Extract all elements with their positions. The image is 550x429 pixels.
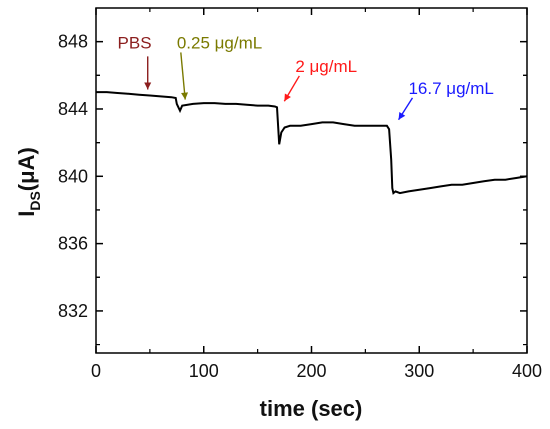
- annotation-arrowhead: [181, 92, 189, 100]
- annotation-arrowhead: [144, 82, 152, 90]
- annotation-label: PBS: [118, 33, 152, 52]
- y-tick-label: 844: [58, 99, 88, 119]
- y-tick-label: 848: [58, 32, 88, 52]
- annotations: PBS 0.25 μg/mL 2 μg/mL 16.7 μg/mL: [118, 33, 494, 121]
- x-tick-label: 300: [404, 361, 434, 381]
- annotation-arrowhead: [284, 93, 291, 102]
- svg-text:IDS(μA): IDS(μA): [14, 147, 43, 217]
- annotation-label: 0.25 μg/mL: [177, 33, 262, 52]
- y-tick-label: 840: [58, 166, 88, 186]
- x-tick-label: 100: [189, 361, 219, 381]
- y-axis-title-sub: DS: [27, 191, 43, 210]
- data-series-line: [96, 91, 528, 195]
- annotation-label: 2 μg/mL: [295, 57, 357, 76]
- x-tick-label: 0: [91, 361, 101, 381]
- y-tick-label: 832: [58, 301, 88, 321]
- x-tick-label: 400: [512, 361, 542, 381]
- y-axis-title-main: I: [14, 211, 39, 217]
- tick-labels: 0 100 200 300 400 832 836 840 844 848: [58, 32, 542, 381]
- y-tick-label: 836: [58, 234, 88, 254]
- x-axis-title: time (sec): [260, 396, 363, 421]
- x-tick-label: 200: [296, 361, 326, 381]
- axis-ticks: [95, 8, 528, 353]
- y-axis-title-unit: (μA): [14, 147, 39, 191]
- annotation-label: 16.7 μg/mL: [408, 79, 493, 98]
- y-axis-title: IDS(μA): [14, 147, 43, 217]
- annotation-arrowhead: [398, 112, 406, 120]
- annotation-arrow: [180, 52, 186, 100]
